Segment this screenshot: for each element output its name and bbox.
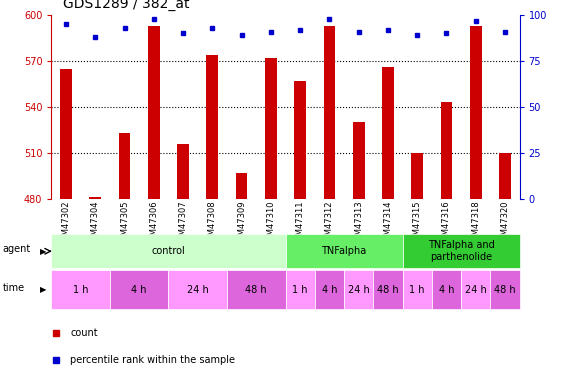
Bar [265,58,277,199]
Text: percentile rank within the sample: percentile rank within the sample [70,355,235,365]
Text: time: time [3,283,25,293]
Text: 48 h: 48 h [377,285,399,295]
Bar [286,270,315,309]
Text: 48 h: 48 h [494,285,516,295]
Bar [441,102,452,199]
Text: 24 h: 24 h [465,285,486,295]
Bar [411,153,423,199]
Bar [373,270,403,309]
Bar [499,153,511,199]
Text: 48 h: 48 h [246,285,267,295]
Bar [148,26,160,199]
Bar [110,270,168,309]
Text: agent: agent [3,244,31,254]
Text: 4 h: 4 h [321,285,337,295]
Bar [324,26,335,199]
Bar [227,270,286,309]
Bar [353,122,364,199]
Text: 24 h: 24 h [348,285,369,295]
Text: GDS1289 / 382_at: GDS1289 / 382_at [63,0,190,11]
Bar [461,270,490,309]
Text: TNFalpha: TNFalpha [321,246,367,256]
Text: 4 h: 4 h [439,285,454,295]
Text: 24 h: 24 h [187,285,208,295]
Text: count: count [70,328,98,339]
Text: TNFalpha and
parthenolide: TNFalpha and parthenolide [428,240,494,262]
Text: ▶: ▶ [39,247,46,256]
Bar [315,270,344,309]
Bar [403,270,432,309]
Bar [236,173,247,199]
Bar [119,133,130,199]
Bar [432,270,461,309]
Text: control: control [151,246,186,256]
Bar [168,270,227,309]
Bar [470,26,481,199]
Text: ▶: ▶ [39,285,46,294]
Bar [286,234,403,268]
Bar [490,270,520,309]
Text: 1 h: 1 h [73,285,89,295]
Text: 4 h: 4 h [131,285,147,295]
Bar [344,270,373,309]
Bar [51,270,110,309]
Bar [403,234,520,268]
Bar [90,197,101,199]
Bar [294,81,306,199]
Text: 1 h: 1 h [409,285,425,295]
Text: 1 h: 1 h [292,285,308,295]
Bar [60,69,72,199]
Bar [51,234,286,268]
Bar [382,67,394,199]
Bar [177,144,189,199]
Bar [207,55,218,199]
